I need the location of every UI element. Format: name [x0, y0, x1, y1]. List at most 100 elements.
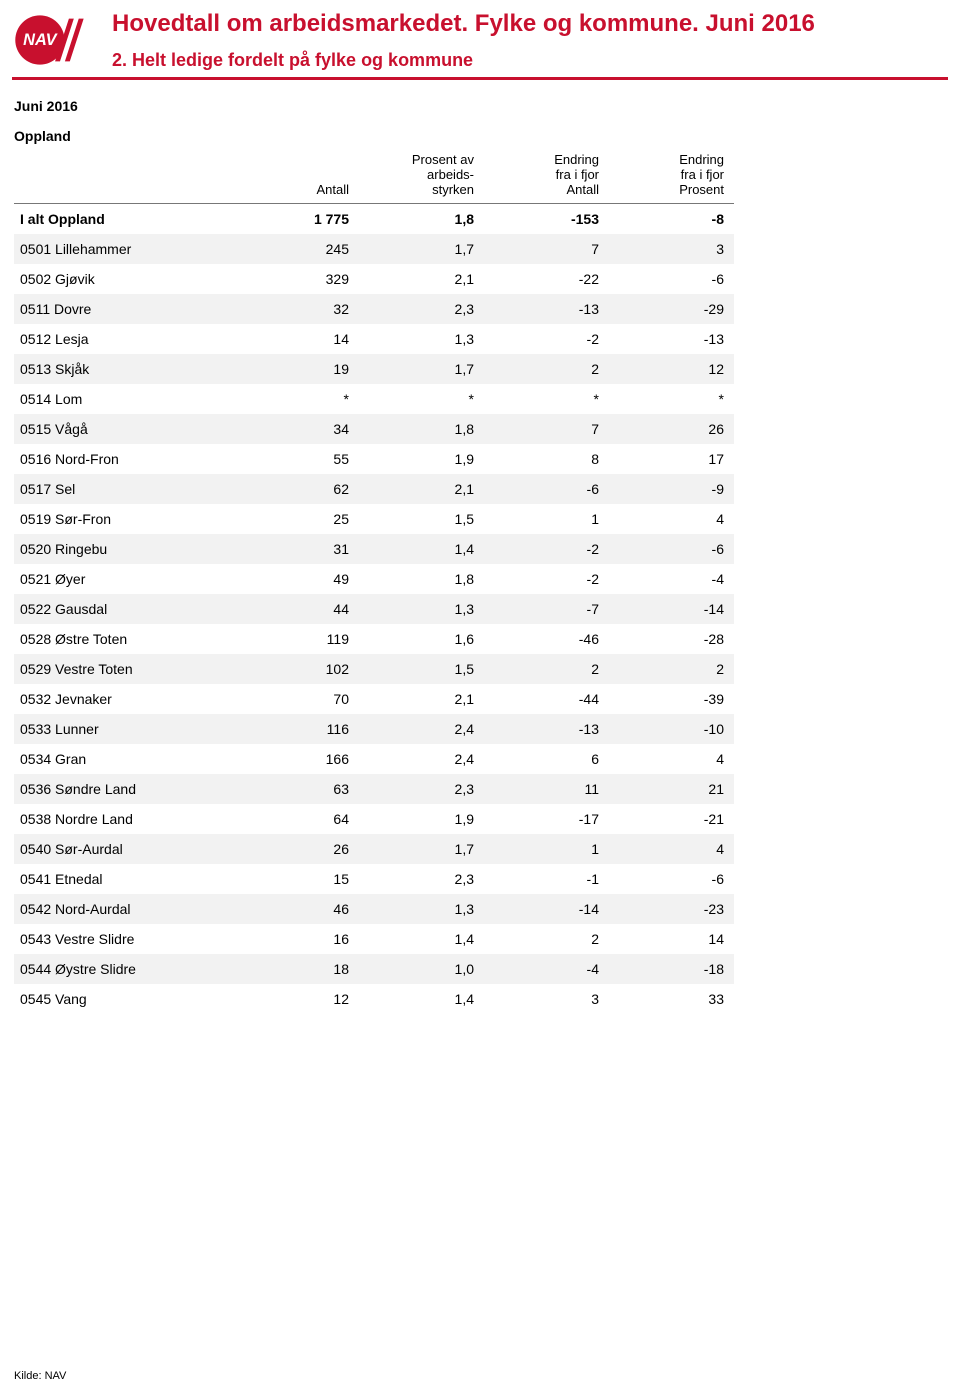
cell-value: 102	[234, 654, 359, 684]
table-row: 0540 Sør-Aurdal261,714	[14, 834, 734, 864]
cell-value: 1	[484, 834, 609, 864]
cell-value: 1 775	[234, 204, 359, 235]
cell-label: 0522 Gausdal	[14, 594, 234, 624]
table-row: 0511 Dovre322,3-13-29	[14, 294, 734, 324]
cell-value: -14	[484, 894, 609, 924]
cell-value: *	[359, 384, 484, 414]
table-row: 0521 Øyer491,8-2-4	[14, 564, 734, 594]
table-row: 0541 Etnedal152,3-1-6	[14, 864, 734, 894]
cell-value: *	[234, 384, 359, 414]
cell-value: 2,4	[359, 714, 484, 744]
cell-label: 0517 Sel	[14, 474, 234, 504]
cell-value: 26	[609, 414, 734, 444]
cell-value: 3	[484, 984, 609, 1014]
cell-value: 11	[484, 774, 609, 804]
cell-value: 1,7	[359, 234, 484, 264]
cell-value: -22	[484, 264, 609, 294]
cell-value: -10	[609, 714, 734, 744]
cell-value: 4	[609, 504, 734, 534]
title-block: Hovedtall om arbeidsmarkedet. Fylke og k…	[112, 10, 948, 77]
cell-value: 2,3	[359, 864, 484, 894]
cell-value: 2	[484, 654, 609, 684]
cell-value: 2	[484, 924, 609, 954]
cell-value: 1,8	[359, 414, 484, 444]
table-row: 0538 Nordre Land641,9-17-21	[14, 804, 734, 834]
table-row: 0542 Nord-Aurdal461,3-14-23	[14, 894, 734, 924]
cell-value: -6	[609, 864, 734, 894]
cell-value: -6	[609, 534, 734, 564]
cell-label: 0513 Skjåk	[14, 354, 234, 384]
cell-value: 49	[234, 564, 359, 594]
cell-value: -4	[484, 954, 609, 984]
cell-label: 0536 Søndre Land	[14, 774, 234, 804]
cell-value: 1,4	[359, 984, 484, 1014]
cell-label: 0544 Øystre Slidre	[14, 954, 234, 984]
cell-label: 0516 Nord-Fron	[14, 444, 234, 474]
cell-value: 1,4	[359, 924, 484, 954]
cell-value: 1,9	[359, 804, 484, 834]
table-row: 0516 Nord-Fron551,9817	[14, 444, 734, 474]
cell-value: 2	[609, 654, 734, 684]
cell-label: 0511 Dovre	[14, 294, 234, 324]
table-row: 0528 Østre Toten1191,6-46-28	[14, 624, 734, 654]
cell-value: 7	[484, 234, 609, 264]
cell-value: -1	[484, 864, 609, 894]
cell-label: 0541 Etnedal	[14, 864, 234, 894]
source-label: Kilde: NAV	[14, 1370, 66, 1382]
table-row: 0519 Sør-Fron251,514	[14, 504, 734, 534]
cell-value: 17	[609, 444, 734, 474]
table-row: 0522 Gausdal441,3-7-14	[14, 594, 734, 624]
table-row: 0517 Sel622,1-6-9	[14, 474, 734, 504]
table-row: 0533 Lunner1162,4-13-10	[14, 714, 734, 744]
cell-label: 0520 Ringebu	[14, 534, 234, 564]
cell-value: -23	[609, 894, 734, 924]
col-header-label	[14, 148, 234, 204]
cell-value: 2,1	[359, 474, 484, 504]
cell-value: -46	[484, 624, 609, 654]
cell-value: -4	[609, 564, 734, 594]
cell-label: 0512 Lesja	[14, 324, 234, 354]
table-row: I alt Oppland1 7751,8-153-8	[14, 204, 734, 235]
cell-value: -18	[609, 954, 734, 984]
cell-value: 31	[234, 534, 359, 564]
cell-label: I alt Oppland	[14, 204, 234, 235]
cell-value: 166	[234, 744, 359, 774]
cell-value: 119	[234, 624, 359, 654]
cell-value: -14	[609, 594, 734, 624]
cell-value: 2,3	[359, 774, 484, 804]
sub-title: 2. Helt ledige fordelt på fylke og kommu…	[112, 50, 948, 71]
cell-value: 1,5	[359, 654, 484, 684]
cell-value: -6	[484, 474, 609, 504]
cell-label: 0533 Lunner	[14, 714, 234, 744]
cell-value: 2,1	[359, 264, 484, 294]
cell-value: -44	[484, 684, 609, 714]
table-row: 0545 Vang121,4333	[14, 984, 734, 1014]
cell-value: -21	[609, 804, 734, 834]
cell-value: 1	[484, 504, 609, 534]
cell-value: 14	[234, 324, 359, 354]
cell-label: 0534 Gran	[14, 744, 234, 774]
cell-value: -29	[609, 294, 734, 324]
cell-label: 0519 Sør-Fron	[14, 504, 234, 534]
svg-text:NAV: NAV	[23, 31, 58, 49]
cell-value: 62	[234, 474, 359, 504]
table-header: Antall Prosent av arbeids- styrken Endri…	[14, 148, 734, 204]
cell-value: 2,4	[359, 744, 484, 774]
table-row: 0513 Skjåk191,7212	[14, 354, 734, 384]
cell-value: 70	[234, 684, 359, 714]
cell-label: 0540 Sør-Aurdal	[14, 834, 234, 864]
table-row: 0534 Gran1662,464	[14, 744, 734, 774]
cell-value: 1,7	[359, 834, 484, 864]
cell-value: -2	[484, 534, 609, 564]
cell-value: 4	[609, 744, 734, 774]
cell-value: 1,9	[359, 444, 484, 474]
cell-value: 3	[609, 234, 734, 264]
cell-value: -9	[609, 474, 734, 504]
cell-value: 1,8	[359, 204, 484, 235]
cell-value: *	[484, 384, 609, 414]
cell-value: -13	[484, 294, 609, 324]
cell-value: -2	[484, 564, 609, 594]
cell-value: 33	[609, 984, 734, 1014]
cell-value: 1,3	[359, 324, 484, 354]
cell-value: 2	[484, 354, 609, 384]
